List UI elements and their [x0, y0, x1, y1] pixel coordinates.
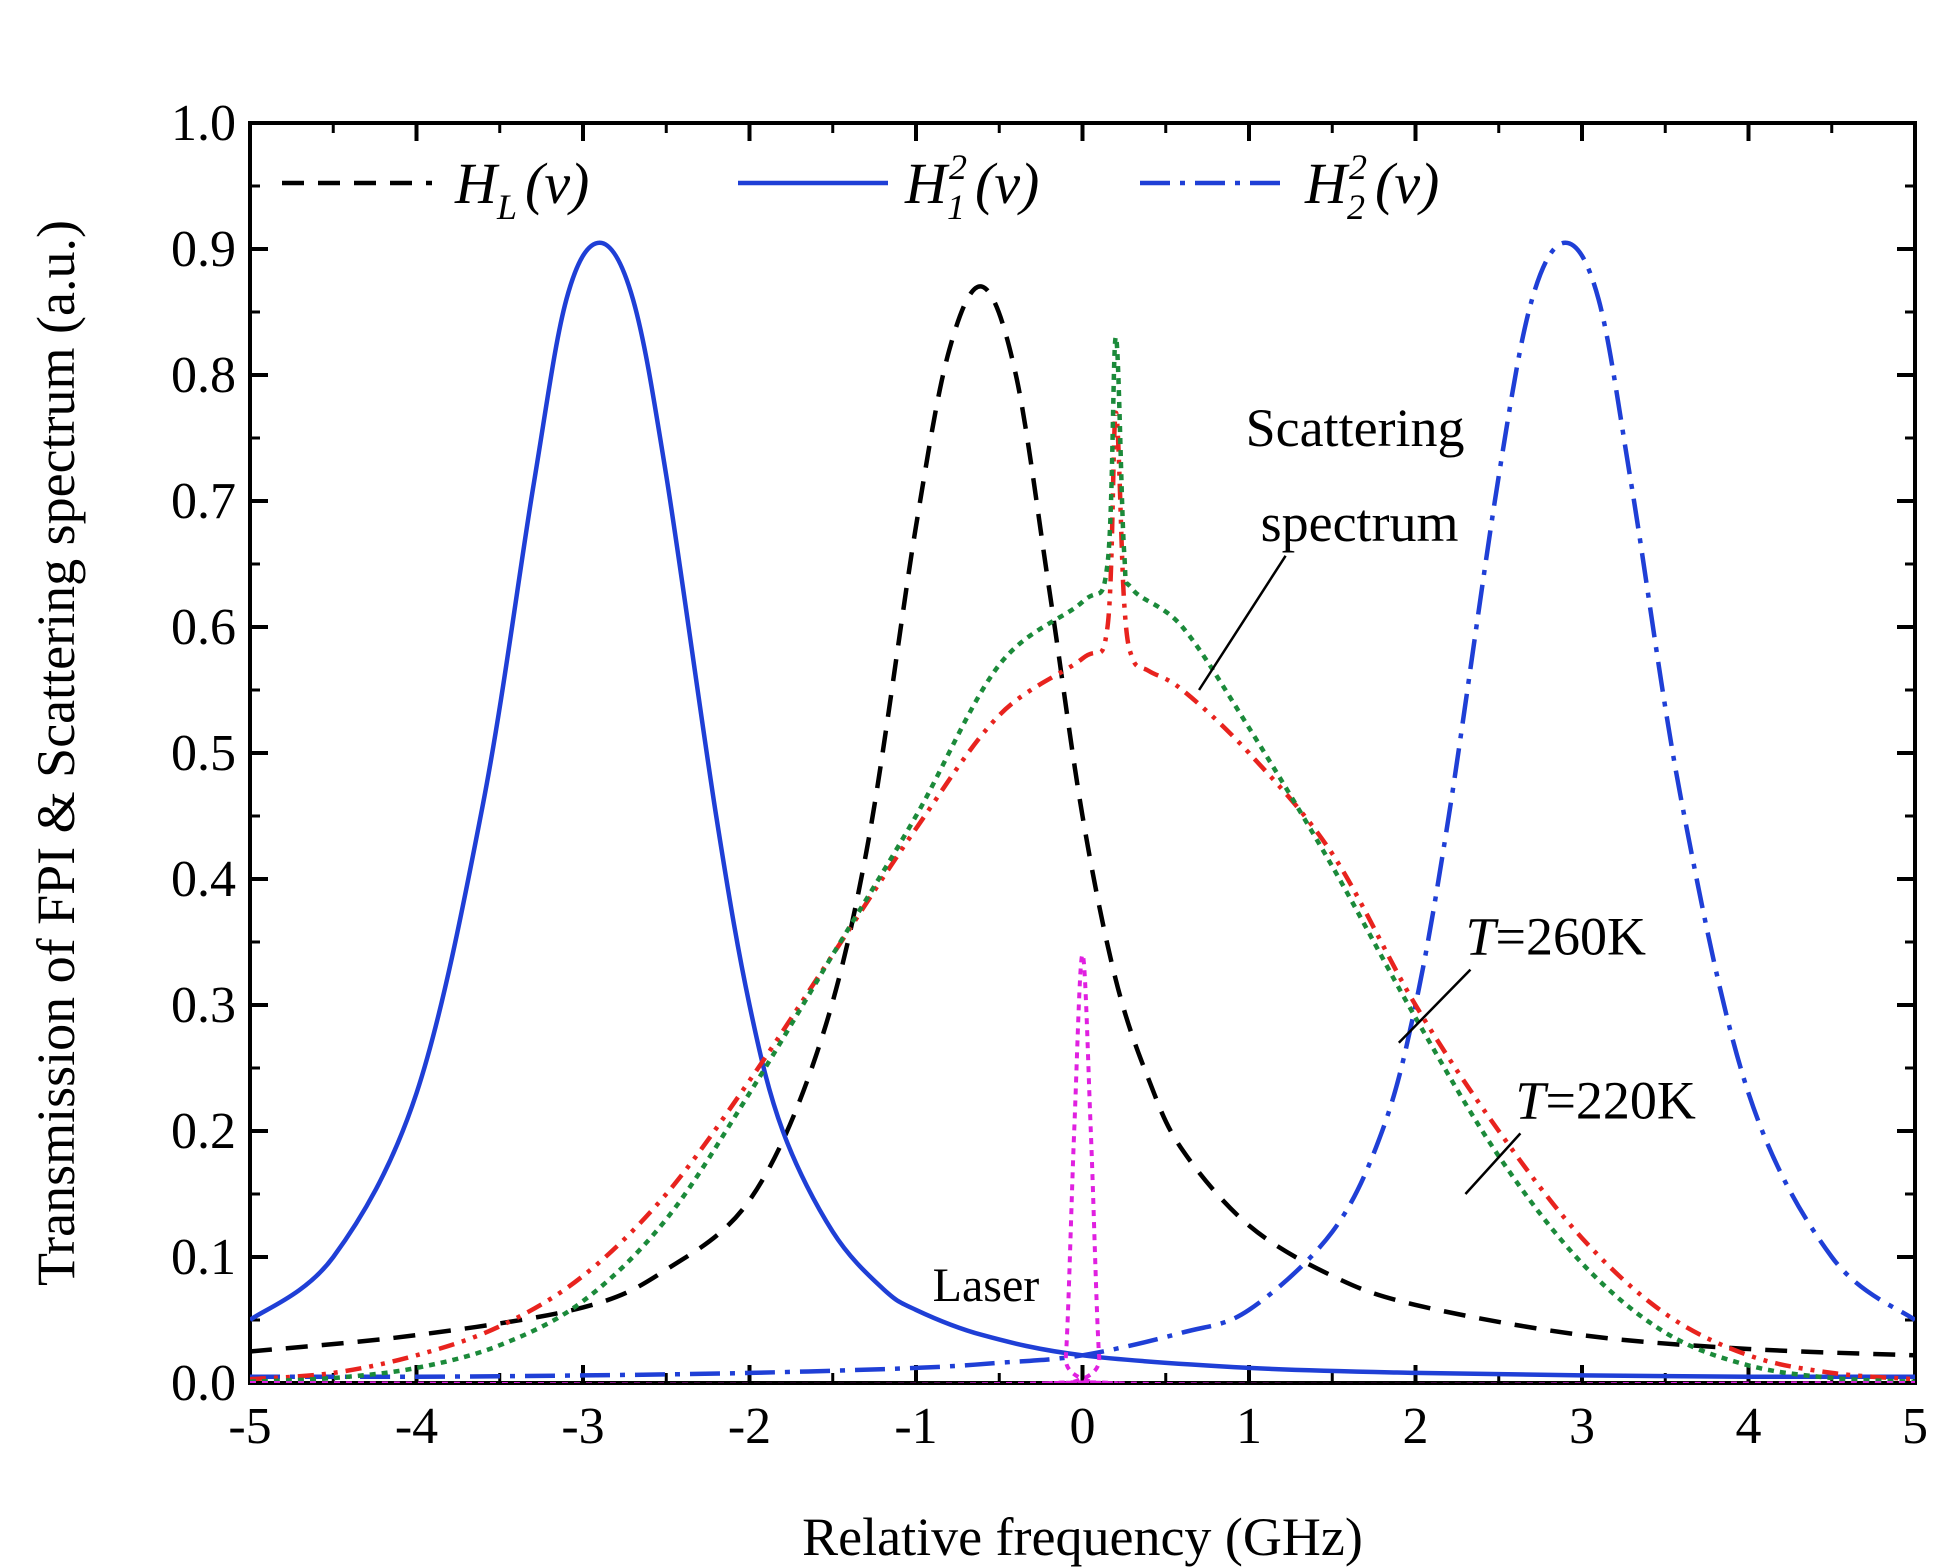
x-tick-label: -2 — [728, 1398, 771, 1455]
y-axis-title: Transmission of FPI & Scattering spectru… — [26, 220, 86, 1286]
y-tick-label: 0.3 — [171, 977, 236, 1034]
annotation-prefix: T — [1515, 1070, 1549, 1130]
series-layer — [250, 240, 1915, 1383]
plot-frame — [248, 121, 1917, 1385]
legend-label: H L (ν) — [454, 151, 589, 227]
legend-sub: L — [496, 187, 517, 227]
x-tick-label: 5 — [1902, 1398, 1928, 1455]
series-line-HL — [250, 284, 1915, 1358]
y-tick-label: 0.4 — [171, 851, 236, 908]
annotation-pointer — [1197, 555, 1287, 691]
annotation-pointer — [1397, 968, 1472, 1044]
y-tick-label: 0.2 — [171, 1103, 236, 1160]
x-tick-label: 1 — [1236, 1398, 1262, 1455]
x-tick-label: 4 — [1736, 1398, 1762, 1455]
legend-base: H — [1304, 151, 1350, 216]
legend-label: H 21 (ν) — [904, 147, 1039, 227]
y-tick-label: 0.6 — [171, 599, 236, 656]
x-tick-label: -3 — [561, 1398, 604, 1455]
x-tick-label: -4 — [395, 1398, 438, 1455]
annotation-text: =260K — [1495, 907, 1645, 967]
tick-labels: -5 -4 -3 -2 -1 0 1 2 3 4 50.00.10.20.30.40.50.60.7… — [171, 95, 1928, 1455]
series-line-scatter_220K — [250, 334, 1915, 1383]
x-tick-label: 0 — [1070, 1398, 1096, 1455]
legend-sup: 2 — [949, 147, 967, 187]
annotation-line: Scattering — [1246, 398, 1465, 458]
annotation-temperature: T=220K — [1515, 1070, 1696, 1130]
plot-area — [248, 121, 1917, 1385]
y-tick-label: 0.0 — [171, 1355, 236, 1412]
y-tick-label: 0.5 — [171, 725, 236, 782]
legend-base: H — [454, 151, 500, 216]
y-tick-label: 0.7 — [171, 473, 236, 530]
legend-sub: 1 — [947, 187, 965, 227]
legend-arg: (ν) — [1375, 151, 1439, 216]
legend-base: H — [904, 151, 950, 216]
annotation-line: spectrum — [1261, 493, 1459, 553]
x-tick-label: 2 — [1403, 1398, 1429, 1455]
annotation-laser: Laser — [933, 1259, 1040, 1312]
legend-label: H 22 (ν) — [1304, 147, 1439, 227]
x-axis-title: Relative frequency (GHz) — [802, 1507, 1363, 1567]
annotation-pointer — [1464, 1132, 1522, 1195]
legend: H L (ν) H 21 (ν) H 22 (ν) — [282, 147, 1439, 227]
legend-sup: 2 — [1349, 147, 1367, 187]
series-line-H1sq — [250, 240, 1915, 1380]
y-tick-label: 1.0 — [171, 95, 236, 152]
y-tick-label: 0.9 — [171, 221, 236, 278]
annotation-prefix: T — [1465, 907, 1499, 967]
x-tick-label: -5 — [228, 1398, 271, 1455]
y-tick-label: 0.8 — [171, 347, 236, 404]
x-tick-label: -1 — [894, 1398, 937, 1455]
annotation-text: =220K — [1545, 1070, 1695, 1130]
legend-sub: 2 — [1347, 187, 1365, 227]
x-tick-label: 3 — [1569, 1398, 1595, 1455]
series-line-laser — [250, 952, 1915, 1383]
y-tick-label: 0.1 — [171, 1229, 236, 1286]
annotation-temperature: T=260K — [1465, 907, 1646, 967]
axis-ticks — [248, 121, 1917, 1385]
series-line-H2sq — [250, 240, 1915, 1380]
legend-arg: (ν) — [525, 151, 589, 216]
legend-arg: (ν) — [975, 151, 1039, 216]
series-line-scatter_260K — [250, 410, 1915, 1382]
